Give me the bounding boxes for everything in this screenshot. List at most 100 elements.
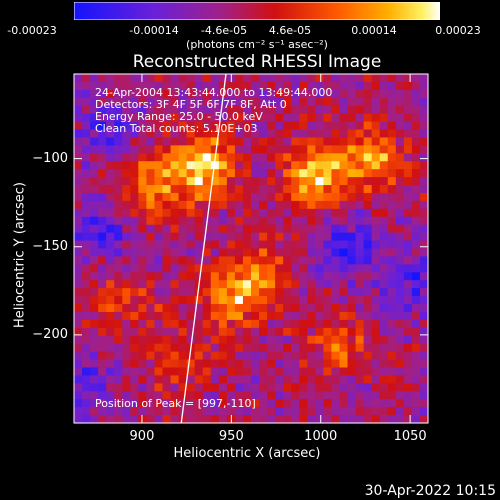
- heatmap-cell: [186, 256, 196, 265]
- heatmap-cell: [130, 375, 139, 384]
- heatmap-cell: [178, 185, 188, 194]
- heatmap-cell: [323, 264, 333, 273]
- heatmap-cell: [259, 113, 268, 123]
- heatmap-cell: [395, 216, 405, 226]
- heatmap-cell: [178, 319, 188, 329]
- heatmap-cell: [411, 177, 421, 186]
- heatmap-cell: [218, 208, 228, 218]
- heatmap-cell: [355, 137, 365, 146]
- heatmap-cell: [82, 359, 91, 369]
- heatmap-cell: [106, 280, 115, 289]
- heatmap-cell: [82, 169, 91, 178]
- heatmap-cell: [114, 248, 123, 258]
- heatmap-cell: [395, 145, 405, 154]
- heatmap-cell: [162, 272, 172, 281]
- heatmap-cell: [114, 89, 123, 99]
- heatmap-cell: [411, 272, 421, 281]
- heatmap-cell: [202, 177, 212, 186]
- heatmap-cell: [82, 185, 91, 194]
- heatmap-cell: [315, 240, 325, 250]
- heatmap-cell: [379, 335, 389, 345]
- heatmap-cell: [299, 185, 308, 194]
- heatmap-cell: [130, 407, 139, 416]
- heatmap-cell: [90, 343, 99, 353]
- heatmap-cell: [315, 177, 325, 186]
- heatmap-cell: [387, 280, 397, 289]
- heatmap-cell: [210, 248, 220, 258]
- heatmap-cell: [130, 351, 139, 361]
- heatmap-cell: [218, 240, 228, 250]
- heatmap-cell: [275, 81, 284, 91]
- heatmap-cell: [202, 232, 212, 242]
- heatmap-cell: [267, 121, 276, 131]
- heatmap-cell: [323, 200, 333, 210]
- heatmap-cell: [395, 129, 405, 139]
- heatmap-cell: [146, 407, 156, 416]
- heatmap-cell: [259, 264, 268, 273]
- heatmap-cell: [355, 208, 365, 218]
- heatmap-cell: [226, 375, 236, 384]
- heatmap-cell: [138, 240, 148, 250]
- heatmap-cell: [234, 311, 244, 321]
- heatmap-cell: [379, 359, 389, 369]
- heatmap-cell: [130, 177, 139, 186]
- heatmap-cell: [162, 335, 172, 345]
- heatmap-cell: [275, 97, 284, 107]
- heatmap-cell: [315, 256, 325, 265]
- heatmap-cell: [138, 129, 148, 139]
- heatmap-cell: [323, 113, 333, 123]
- heatmap-cell: [411, 74, 421, 83]
- heatmap-cell: [178, 256, 188, 265]
- heatmap-cell: [186, 359, 196, 369]
- heatmap-cell: [299, 216, 308, 226]
- heatmap-cell: [323, 161, 333, 170]
- heatmap-cell: [403, 383, 413, 392]
- heatmap-cell: [379, 399, 389, 408]
- heatmap-cell: [371, 415, 381, 424]
- heatmap-cell: [138, 192, 148, 202]
- heatmap-cell: [339, 137, 349, 146]
- heatmap-cell: [178, 192, 188, 202]
- heatmap-cell: [234, 359, 244, 369]
- heatmap-cell: [170, 280, 180, 289]
- heatmap-cell: [90, 375, 99, 384]
- heatmap-cell: [363, 264, 373, 273]
- heatmap-cell: [339, 232, 349, 242]
- heatmap-cell: [138, 272, 148, 281]
- heatmap-cell: [259, 375, 268, 384]
- heatmap-cell: [411, 383, 421, 392]
- heatmap-cell: [331, 399, 341, 408]
- heatmap-cell: [90, 319, 99, 329]
- heatmap-cell: [355, 161, 365, 170]
- heatmap-cell: [154, 383, 164, 392]
- heatmap-cell: [82, 407, 91, 416]
- heatmap-cell: [331, 415, 341, 424]
- heatmap-cell: [379, 192, 389, 202]
- heatmap-cell: [234, 367, 244, 377]
- heatmap-cell: [379, 367, 389, 377]
- heatmap-cell: [98, 351, 107, 361]
- heatmap-cell: [146, 296, 156, 305]
- heatmap-cell: [283, 304, 292, 313]
- heatmap-cell: [347, 113, 357, 123]
- heatmap-cell: [226, 319, 236, 329]
- heatmap-cell: [283, 359, 292, 369]
- heatmap-cell: [130, 311, 139, 321]
- heatmap-cell: [106, 113, 115, 123]
- heatmap-cell: [178, 113, 188, 123]
- heatmap-cell: [299, 296, 308, 305]
- heatmap-cell: [234, 272, 244, 281]
- heatmap-cell: [411, 89, 421, 99]
- heatmap-cell: [106, 351, 115, 361]
- heatmap-cell: [323, 185, 333, 194]
- heatmap-cell: [291, 327, 300, 337]
- heatmap-cell: [275, 280, 284, 289]
- heatmap-cell: [355, 256, 365, 265]
- heatmap-cell: [379, 161, 389, 170]
- heatmap-cell: [347, 288, 357, 297]
- heatmap-cell: [186, 415, 196, 424]
- heatmap-cell: [122, 81, 131, 91]
- heatmap-cell: [146, 367, 156, 377]
- heatmap-cell: [331, 248, 341, 258]
- heatmap-cell: [82, 272, 91, 281]
